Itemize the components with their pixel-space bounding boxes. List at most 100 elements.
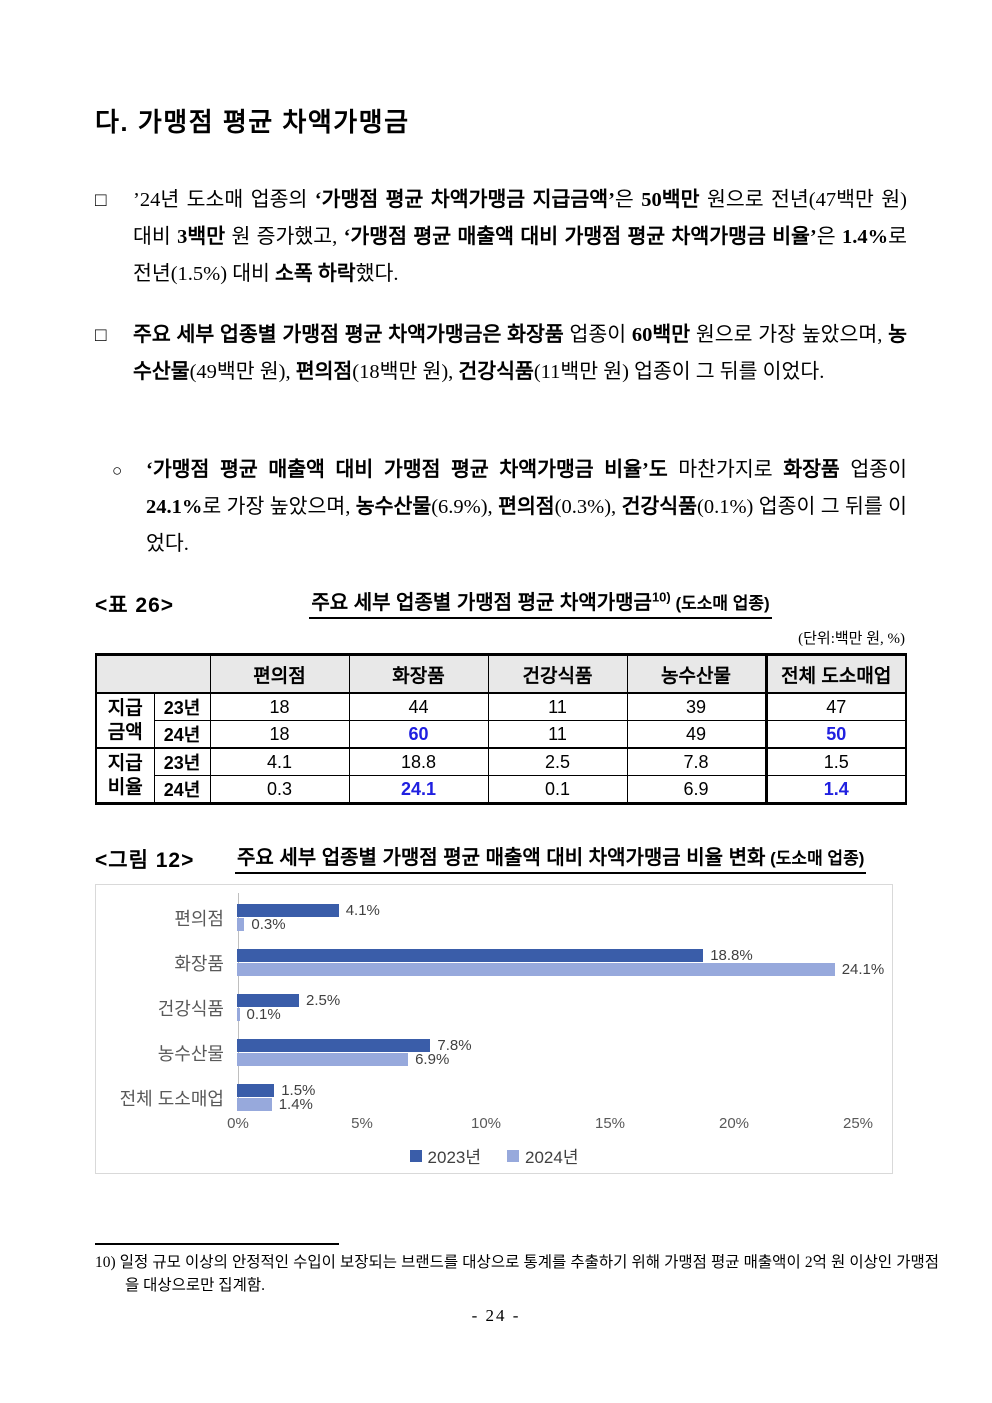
bar-value-label: 7.8% xyxy=(437,1037,472,1054)
chart-category-row: 농수산물 7.8% 6.9% xyxy=(96,1030,892,1075)
bar-2024년 xyxy=(237,918,245,931)
bar-line: 18.8% xyxy=(237,947,892,964)
table-cell: 1.4 xyxy=(764,775,907,804)
category-bars: 1.5% 1.4% xyxy=(237,1082,892,1113)
table-row: 24년 0.3 24.1 0.1 6.9 1.4 xyxy=(96,775,907,804)
column-header: 건강식품 xyxy=(487,654,628,694)
paragraph-text: 주요 세부 업종별 가맹점 평균 차액가맹금은 화장품 업종이 60백만 원으로… xyxy=(133,317,907,391)
emphasis-text: ‘가맹점 평균 차액가맹금 지급금액’ xyxy=(314,189,615,211)
bar-value-label: 0.1% xyxy=(246,1006,281,1023)
body-text: 은 xyxy=(816,226,842,248)
bar-line: 24.1% xyxy=(237,961,892,978)
table-cell: 1.5 xyxy=(764,747,907,776)
table-cell: 0.1 xyxy=(487,775,628,804)
body-text: (0.1%) 업종이 그 뒤를 이었다. xyxy=(146,496,908,555)
table-cell: 47 xyxy=(764,692,907,721)
paragraph-text: ‘가맹점 평균 매출액 대비 가맹점 평균 차액가맹금 비율’도 마찬가지로 화… xyxy=(146,452,907,563)
column-header: 농수산물 xyxy=(626,654,767,694)
emphasis-text: 50백만 xyxy=(641,189,700,211)
table-cell: 50 xyxy=(764,720,907,749)
body-text: 원으로 전년(47백만 원) 대비 xyxy=(133,189,907,248)
table-header-row: 편의점 화장품 건강식품 농수산물 전체 도소매업 xyxy=(95,654,907,694)
category-label: 전체 도소매업 xyxy=(119,1088,224,1109)
square-bullet-icon: □ xyxy=(95,190,107,211)
table-cell: 2.5 xyxy=(487,747,628,776)
legend-item: 2024년 xyxy=(507,1143,578,1168)
bar-line: 2.5% xyxy=(237,992,892,1009)
bar-chart: 편의점 4.1% 0.3% 화장품 18.8% 24.1% 건강식품 2.5% 0.1% 농수산물… xyxy=(95,884,893,1174)
body-text: (11백만 원) 업종이 그 뒤를 이었다. xyxy=(533,361,825,383)
paragraph: □ 주요 세부 업종별 가맹점 평균 차액가맹금은 화장품 업종이 60백만 원… xyxy=(95,317,907,391)
body-text: ’24년 도소매 업종의 xyxy=(133,189,315,211)
emphasis-text: ‘가맹점 평균 매출액 대비 가맹점 평균 차액가맹금 비율’도 xyxy=(146,459,668,481)
column-header-total: 전체 도소매업 xyxy=(764,654,907,694)
section-heading: 다. 가맹점 평균 차액가맹금 xyxy=(95,107,410,137)
x-tick-label: 15% xyxy=(594,1115,626,1132)
bar-2023년 xyxy=(237,904,339,917)
bar-value-label: 0.3% xyxy=(251,916,286,933)
emphasis-text: 편의점 xyxy=(498,496,555,518)
chart-category-row: 화장품 18.8% 24.1% xyxy=(96,940,892,985)
table-cell: 11 xyxy=(487,720,628,749)
row-group-label: 지급 비율 xyxy=(95,747,155,804)
bar-2024년 xyxy=(237,963,835,976)
bar-2024년 xyxy=(237,1098,272,1111)
stats-table: 편의점 화장품 건강식품 농수산물 전체 도소매업 지급 금액 23년 18 44 11 3… xyxy=(95,653,907,805)
emphasis-text: 1.4% xyxy=(841,226,889,248)
table-cell: 11 xyxy=(487,692,628,721)
table-tag: <표 26> xyxy=(95,594,175,617)
emphasis-text: ‘가맹점 평균 매출액 대비 가맹점 평균 차액가맹금 비율’ xyxy=(343,226,817,248)
legend-label: 2024년 xyxy=(525,1148,579,1167)
category-bars: 18.8% 24.1% xyxy=(237,947,892,978)
x-tick-label: 20% xyxy=(718,1115,750,1132)
table-title-text: 주요 세부 업종별 가맹점 평균 차액가맹금 xyxy=(311,592,652,614)
x-tick-label: 5% xyxy=(351,1115,373,1132)
bar-line: 1.5% xyxy=(237,1082,892,1099)
emphasis-text: 농수산물 xyxy=(355,496,432,518)
stats-table-header: 편의점 화장품 건강식품 농수산물 전체 도소매업 xyxy=(95,654,907,694)
year-label: 23년 xyxy=(153,747,211,776)
page-number: - 24 - xyxy=(471,1306,521,1325)
emphasis-text: 소폭 하락 xyxy=(275,263,356,285)
table-title-suffix: (도소매 업종) xyxy=(670,594,770,613)
body-text: 로 가장 높았으며, xyxy=(202,496,356,518)
x-tick-label: 25% xyxy=(842,1115,874,1132)
body-text: (6.9%), xyxy=(431,496,499,518)
table-caption: <표 26> 주요 세부 업종별 가맹점 평균 차액가맹금10) (도소매 업종… xyxy=(95,586,907,619)
chart-category-row: 전체 도소매업 1.5% 1.4% xyxy=(96,1075,892,1120)
x-axis-ticks: 0% 5% 10% 15% 20% 25% xyxy=(227,1115,873,1135)
legend-swatch-icon xyxy=(409,1149,422,1162)
corner-cell xyxy=(95,654,211,694)
row-group-label: 지급 금액 xyxy=(95,692,155,749)
bar-2023년 xyxy=(237,994,299,1007)
emphasis-text: 건강식품 xyxy=(458,361,534,383)
table-cell: 24.1 xyxy=(348,775,489,804)
category-label: 농수산물 xyxy=(157,1043,224,1064)
square-bullet-icon: □ xyxy=(95,325,107,346)
bar-value-label: 1.5% xyxy=(281,1082,316,1099)
body-text: 로 전년(1.5%) 대비 xyxy=(133,226,907,285)
body-text: (18백만 원), xyxy=(352,361,459,383)
body-text: 마찬가지로 xyxy=(667,459,784,481)
legend-swatch-icon xyxy=(507,1149,519,1162)
footnote-marker: 10) xyxy=(95,1254,120,1271)
paragraph-text: ’24년 도소매 업종의 ‘가맹점 평균 차액가맹금 지급금액’은 50백만 원… xyxy=(133,182,907,293)
footnote-text: 일정 규모 이상의 안정적인 수입이 보장되는 브랜드를 대상으로 통계를 추출… xyxy=(119,1254,939,1294)
body-text: (49백만 원), xyxy=(189,361,296,383)
body-text: (0.3%), xyxy=(554,496,622,518)
year-label: 23년 xyxy=(153,692,211,721)
x-tick-label: 0% xyxy=(227,1115,249,1132)
legend-label: 2023년 xyxy=(427,1148,481,1167)
table-cell: 18.8 xyxy=(348,747,489,776)
bar-value-label: 24.1% xyxy=(841,961,885,978)
table-title: 주요 세부 업종별 가맹점 평균 차액가맹금10) (도소매 업종) xyxy=(309,586,772,619)
year-label: 24년 xyxy=(153,720,211,749)
body-text: 은 xyxy=(614,189,642,211)
category-label: 화장품 xyxy=(174,953,224,974)
table-cell: 39 xyxy=(626,692,767,721)
table-cell: 7.8 xyxy=(626,747,767,776)
paragraph: □ ’24년 도소매 업종의 ‘가맹점 평균 차액가맹금 지급금액’은 50백만… xyxy=(95,182,907,293)
bar-line: 4.1% xyxy=(237,902,892,919)
figure-title: 주요 세부 업종별 가맹점 평균 매출액 대비 차액가맹금 비율 변화 (도소매… xyxy=(234,841,867,874)
category-label: 건강식품 xyxy=(157,998,224,1019)
